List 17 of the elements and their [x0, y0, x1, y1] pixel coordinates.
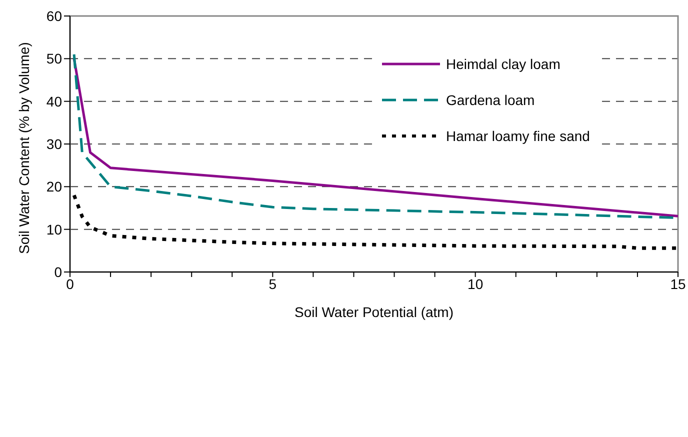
x-tick-label: 10: [468, 276, 484, 292]
y-tick-label: 30: [46, 136, 62, 152]
y-tick-label: 10: [46, 221, 62, 238]
x-axis-title: Soil Water Potential (atm): [294, 304, 454, 320]
x-tick-label: 0: [66, 276, 74, 292]
y-axis-title: Soil Water Content (% by Volume): [16, 42, 32, 254]
y-tick-label: 20: [46, 178, 62, 195]
y-tick-label: 50: [46, 50, 62, 67]
legend-label: Hamar loamy fine sand: [446, 128, 590, 144]
legend-label: Gardena loam: [446, 92, 535, 108]
y-tick-label: 0: [54, 264, 62, 280]
line-series: [72, 193, 678, 250]
y-tick-label: 40: [46, 93, 62, 110]
x-tick-label: 5: [268, 276, 277, 292]
x-tick-label: 15: [670, 276, 686, 292]
y-tick-label: 60: [46, 8, 62, 24]
legend-label: Heimdal clay loam: [446, 56, 560, 72]
